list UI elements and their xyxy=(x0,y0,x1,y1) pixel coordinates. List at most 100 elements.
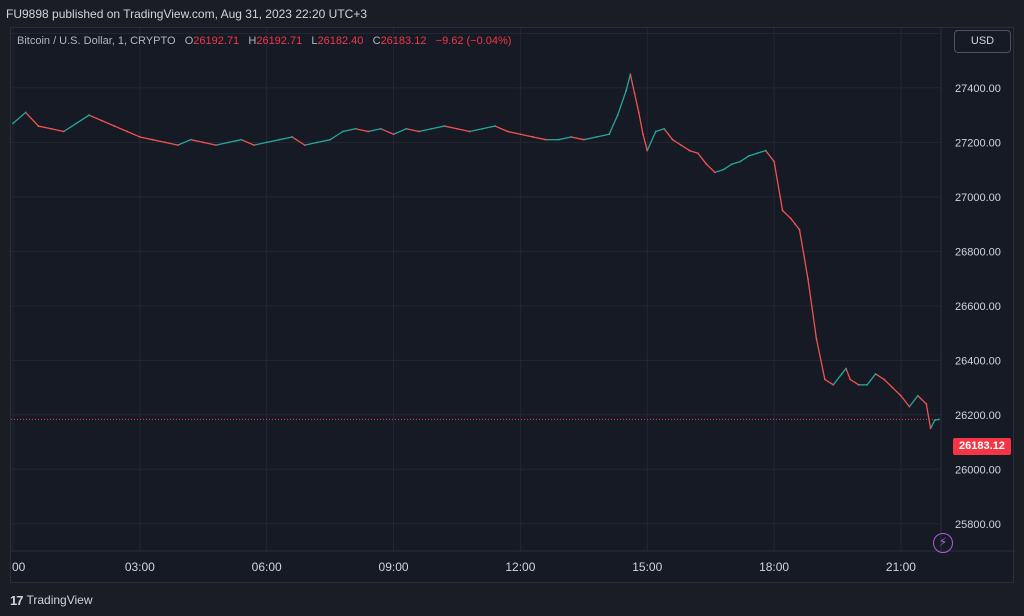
price-segment xyxy=(756,149,766,154)
price-point xyxy=(113,125,116,127)
x-tick-label: 06:00 xyxy=(252,560,282,574)
currency-button[interactable]: USD xyxy=(954,30,1011,53)
price-point xyxy=(756,152,759,155)
price-point xyxy=(367,130,370,133)
symbol-name[interactable]: Bitcoin / U.S. Dollar, 1, CRYPTO xyxy=(17,35,176,47)
price-point xyxy=(713,171,716,174)
price-segment xyxy=(824,378,834,386)
price-point xyxy=(62,130,65,133)
price-point xyxy=(730,163,733,166)
price-segment xyxy=(469,128,483,133)
high-key: H xyxy=(248,35,257,47)
price-segment xyxy=(190,139,204,144)
price-segment xyxy=(583,136,597,141)
price-segment xyxy=(689,149,699,154)
brand-name[interactable]: TradingView xyxy=(26,593,93,607)
price-point xyxy=(379,127,382,130)
price-point xyxy=(840,373,843,375)
price-point xyxy=(177,144,179,147)
price-chart-svg[interactable]: 25800.00 26000.00 26200.00 26400.00 26600.00… xyxy=(11,28,1015,584)
price-point xyxy=(874,373,877,375)
price-point xyxy=(24,111,27,114)
price-point xyxy=(595,136,598,138)
ohlc-legend: Bitcoin / U.S. Dollar, 1, CRYPTO O26192.… xyxy=(17,35,511,47)
price-segment xyxy=(680,144,690,152)
price-segment xyxy=(782,210,792,220)
price-segment xyxy=(507,130,521,135)
price-segment xyxy=(925,403,932,429)
price-segment xyxy=(342,128,356,133)
price-segment xyxy=(596,133,610,138)
price-segment xyxy=(849,378,860,386)
price-point xyxy=(773,160,775,163)
price-segment xyxy=(655,128,665,133)
price-point xyxy=(654,130,657,133)
price-segment xyxy=(266,139,280,144)
x-tick-label: 03:00 xyxy=(125,560,155,574)
price-segment xyxy=(633,93,640,113)
price-point xyxy=(688,149,691,152)
price-segment xyxy=(625,74,631,91)
price-point xyxy=(443,125,446,127)
low-key: L xyxy=(311,35,318,47)
price-point xyxy=(418,130,420,133)
price-point xyxy=(570,136,573,138)
price-segment xyxy=(638,112,644,135)
price-segment xyxy=(748,152,758,157)
price-point xyxy=(164,141,167,144)
price-point xyxy=(506,130,509,133)
chart-area[interactable]: 25800.00 26000.00 26200.00 26400.00 26600.00… xyxy=(10,27,1015,584)
price-segment xyxy=(139,136,153,141)
price-point xyxy=(798,228,801,231)
price-segment xyxy=(50,128,64,133)
price-point xyxy=(781,209,784,212)
price-segment xyxy=(279,136,293,141)
price-segment xyxy=(431,125,445,130)
price-point xyxy=(430,127,433,130)
y-tick-label: 26400.00 xyxy=(955,355,1001,367)
y-tick-label: 26800.00 xyxy=(955,246,1001,258)
price-segment xyxy=(731,160,741,165)
price-point xyxy=(456,127,458,130)
x-tick-label: 15:00 xyxy=(632,560,662,574)
price-point xyxy=(625,89,628,92)
price-segment xyxy=(355,128,369,133)
price-segment xyxy=(329,130,344,141)
y-tick-label: 26000.00 xyxy=(955,464,1001,476)
price-point xyxy=(823,378,826,381)
price-point xyxy=(866,383,869,386)
price-segment xyxy=(114,125,128,133)
footer: 17 TradingView xyxy=(10,591,93,609)
price-segment xyxy=(456,128,470,133)
price-point xyxy=(227,141,230,144)
price-segment xyxy=(875,373,885,380)
price-segment xyxy=(739,155,750,163)
price-segment xyxy=(38,125,52,130)
price-segment xyxy=(558,136,572,141)
x-tick-label: 09:00 xyxy=(379,560,409,574)
price-segment xyxy=(900,395,910,408)
price-point xyxy=(240,138,243,141)
price-point xyxy=(938,418,940,421)
price-point xyxy=(291,136,293,138)
price-point xyxy=(891,386,894,389)
lightning-icon[interactable]: ⚡ xyxy=(933,533,953,553)
price-point xyxy=(845,367,847,370)
open-value: 26192.71 xyxy=(193,35,240,47)
price-point xyxy=(341,130,344,133)
price-segment xyxy=(790,218,796,225)
price-segment xyxy=(723,163,733,171)
price-segment xyxy=(532,136,546,141)
price-segment xyxy=(908,395,919,408)
price-point xyxy=(494,125,496,127)
price-point xyxy=(392,133,395,136)
price-segment xyxy=(832,373,843,386)
price-point xyxy=(680,144,682,147)
y-tick-label: 27200.00 xyxy=(955,137,1001,149)
price-point xyxy=(671,138,674,141)
y-tick-label: 27000.00 xyxy=(955,192,1001,204)
price-point xyxy=(697,152,699,155)
price-point xyxy=(883,378,885,381)
price-point xyxy=(253,144,255,147)
